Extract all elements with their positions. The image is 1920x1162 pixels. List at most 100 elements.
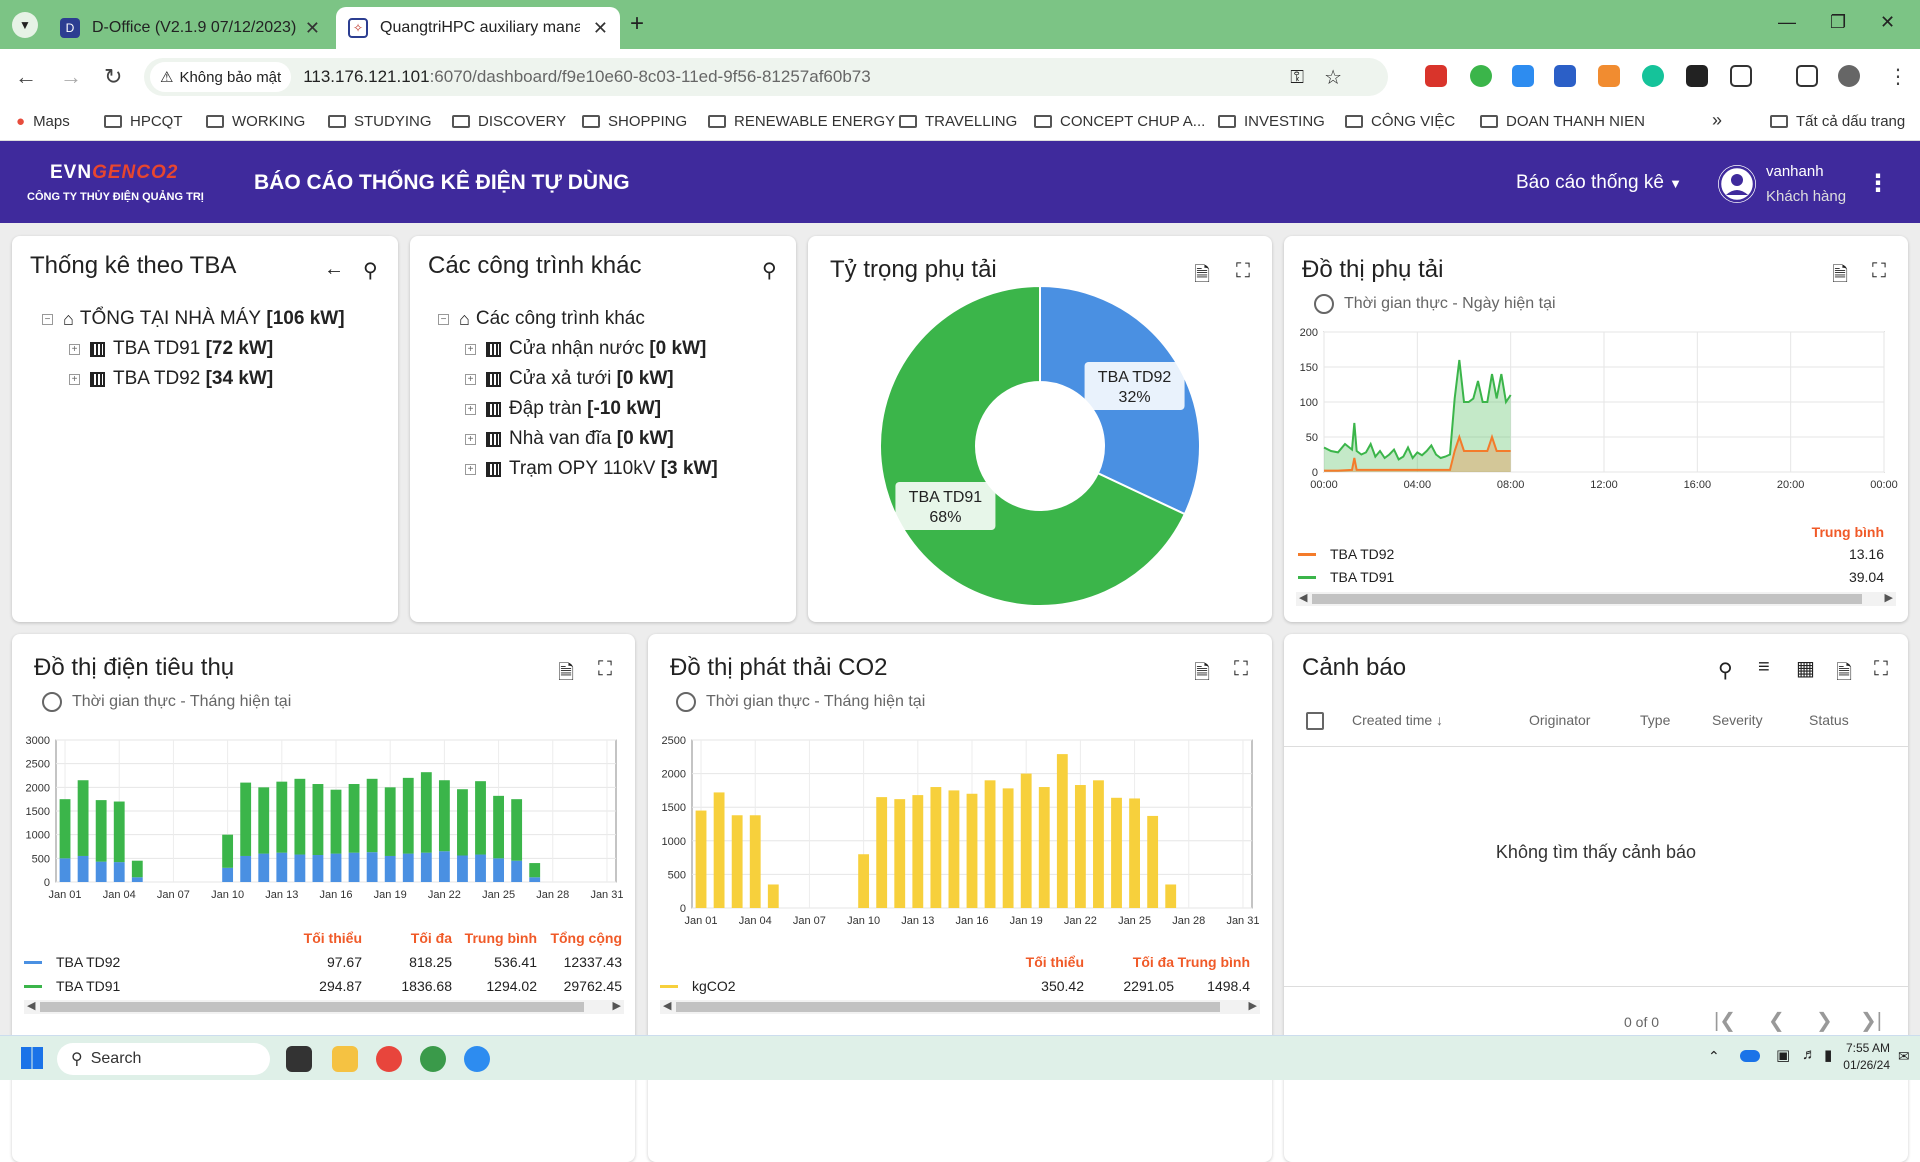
tree-item[interactable]: + Cửa xả tưới [0 kW] [465,368,674,390]
prev-page-icon[interactable]: ❮ [1768,1010,1785,1032]
clock-time[interactable]: 7:55 AM [1845,1041,1890,1055]
chrome-icon[interactable] [376,1046,402,1072]
export-file-icon[interactable]: 🗎 [1836,662,1853,684]
fullscreen-icon[interactable]: ⛶ [1234,658,1248,680]
key-icon[interactable]: ⚿ [1290,66,1304,87]
fullscreen-icon[interactable]: ⛶ [1236,260,1250,282]
expand-icon[interactable]: + [465,373,476,385]
column-originator[interactable]: Originator [1529,712,1591,728]
column-status[interactable]: Status [1809,712,1849,728]
drop-icon[interactable] [1512,65,1534,87]
first-page-icon[interactable]: |❮ [1714,1010,1736,1032]
scroll-left-icon[interactable]: ◀ [27,1000,36,1012]
next-page-icon[interactable]: ❯ [1816,1010,1833,1032]
report-menu[interactable]: Báo cáo thống kê ▼ [1516,172,1682,194]
column-severity[interactable]: Severity [1712,712,1763,728]
tab-list-dropdown[interactable]: ▼ [12,12,38,38]
windows-start-icon[interactable] [21,1047,43,1069]
more-menu-icon[interactable]: ⋮ [1866,170,1890,197]
new-tab-button[interactable]: + [630,10,645,37]
fullscreen-icon[interactable]: ⛶ [1874,658,1888,680]
ublock-icon[interactable] [1425,65,1447,87]
pen-icon[interactable] [1554,65,1576,87]
bookmark-folder[interactable]: INVESTING [1218,113,1325,130]
battery-icon[interactable]: ▮ [1824,1047,1833,1064]
scroll-right-icon[interactable]: ▶ [1884,592,1893,604]
extensions-icon[interactable] [1730,65,1752,87]
shield-icon[interactable] [1470,65,1492,87]
scroll-thumb[interactable] [40,1002,584,1012]
legend-kgco2[interactable]: kgCO2 [660,978,736,994]
bookmark-folder[interactable]: TRAVELLING [899,113,1017,130]
expand-icon[interactable]: + [69,373,80,385]
export-file-icon[interactable]: 🗎 [1194,264,1211,286]
column-created-time[interactable]: Created time ↓ [1352,712,1443,728]
star-icon[interactable]: ☆ [1324,66,1342,89]
all-bookmarks[interactable]: Tất cả dấu trang [1770,113,1905,130]
scroll-thumb[interactable] [676,1002,1220,1012]
bookmark-folder[interactable]: SHOPPING [582,113,687,130]
select-all-checkbox[interactable] [1306,712,1324,730]
task-view-icon[interactable] [286,1046,312,1072]
expand-icon[interactable]: + [465,343,476,355]
columns-icon[interactable]: ▦ [1796,658,1815,680]
reload-icon[interactable]: ↻ [104,64,123,89]
grammarly-icon[interactable] [1642,65,1664,87]
bookmark-folder[interactable]: DOAN THANH NIEN [1480,113,1645,130]
column-type[interactable]: Type [1640,712,1671,728]
omnibox[interactable]: ⚠ Không bảo mật 113.176.121.101:6070/das… [144,58,1388,96]
tree-item[interactable]: + Trạm OPY 110kV [3 kW] [465,458,718,480]
expand-icon[interactable]: + [69,343,80,355]
legend-td91[interactable]: TBA TD91 [24,978,120,994]
scroll-left-icon[interactable]: ◀ [663,1000,672,1012]
file-explorer-icon[interactable] [332,1046,358,1072]
tree-item[interactable]: + Nhà van đĩa [0 kW] [465,428,674,450]
search-icon[interactable]: ⚲ [762,260,777,282]
user-avatar-icon[interactable] [1718,165,1756,203]
taskbar-search[interactable]: ⚲ Search [57,1043,270,1075]
bookmark-folder[interactable]: CONCEPT CHUP A... [1034,113,1205,130]
onedrive-icon[interactable] [1740,1050,1760,1062]
notifications-icon[interactable]: ✉ [1898,1048,1910,1064]
clock-date[interactable]: 01/26/24 [1843,1058,1890,1072]
metamask-icon[interactable] [1598,65,1620,87]
tree-item[interactable]: + TBA TD92 [34 kW] [69,368,273,390]
bookmark-folder[interactable]: CÔNG VIỆC [1345,113,1455,130]
collapse-icon[interactable]: − [42,313,53,325]
tree-item[interactable]: + Đập tràn [-10 kW] [465,398,661,420]
binance-icon[interactable] [1686,65,1708,87]
last-page-icon[interactable]: ❯| [1860,1010,1882,1032]
chrome-active-icon[interactable] [420,1046,446,1072]
volume-icon[interactable]: ♬ [1802,1046,1817,1063]
bookmark-maps[interactable]: ● Maps [16,113,70,130]
fullscreen-icon[interactable]: ⛶ [598,658,612,680]
chrome-menu-icon[interactable]: ⋮ [1888,66,1908,88]
bookmark-folder[interactable]: WORKING [206,113,305,130]
export-file-icon[interactable]: 🗎 [558,662,575,684]
minimize-icon[interactable]: — [1778,12,1796,32]
horizontal-scrollbar[interactable]: ◀ ▶ [660,1000,1260,1014]
legend-td92[interactable]: TBA TD92 [1298,546,1394,562]
fullscreen-icon[interactable]: ⛶ [1872,260,1886,282]
scroll-right-icon[interactable]: ▶ [612,1000,621,1012]
tree-root[interactable]: − ⌂ TỔNG TẠI NHÀ MÁY [106 kW] [42,308,345,330]
legend-td92[interactable]: TBA TD92 [24,954,120,970]
bookmark-folder[interactable]: STUDYING [328,113,432,130]
profile-avatar[interactable] [1838,65,1860,87]
export-file-icon[interactable]: 🗎 [1194,662,1211,684]
legend-td91[interactable]: TBA TD91 [1298,569,1394,585]
tray-chevron-icon[interactable]: ⌃ [1708,1048,1720,1064]
close-icon[interactable]: ✕ [592,17,608,38]
restore-icon[interactable]: ❐ [1830,12,1847,32]
sidepanel-icon[interactable] [1796,65,1818,87]
browser-tab-doffice[interactable]: D D-Office (V2.1.9 07/12/2023) ✕ [48,7,332,49]
forward-icon[interactable]: → [60,64,82,89]
browser-tab-quangtri[interactable]: ✧ QuangtriHPC auxiliary manager ✕ [336,7,620,49]
scroll-thumb[interactable] [1312,594,1862,604]
bookmarks-overflow[interactable]: » [1712,110,1723,130]
search-icon[interactable]: ⚲ [363,260,378,282]
search-icon[interactable]: ⚲ [1718,660,1733,682]
horizontal-scrollbar[interactable]: ◀ ▶ [24,1000,624,1014]
close-icon[interactable]: ✕ [304,17,320,38]
security-chip[interactable]: ⚠ Không bảo mật [150,62,292,92]
